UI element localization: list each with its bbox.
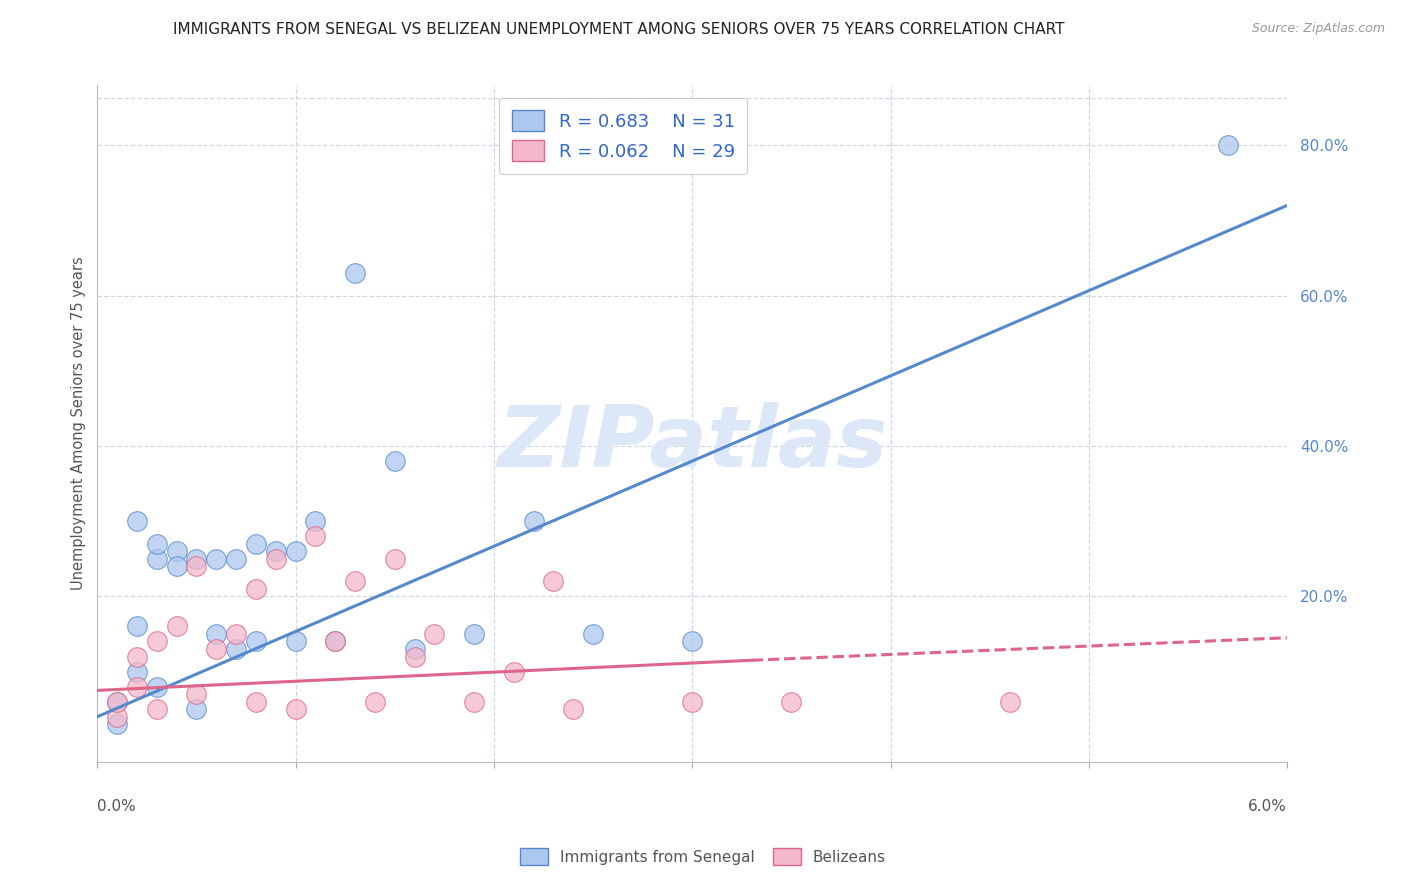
Point [125, 665, 148, 679]
Point [125, 619, 148, 633]
Point [463, 627, 485, 641]
Point [225, 551, 247, 566]
Point [146, 551, 169, 566]
Point [205, 642, 228, 657]
Point [245, 695, 267, 709]
Point [245, 582, 267, 596]
Point [186, 702, 208, 716]
Point [146, 680, 169, 694]
Point [186, 687, 208, 701]
Text: 6.0%: 6.0% [1249, 799, 1286, 814]
Point [225, 627, 247, 641]
Legend: R = 0.683    N = 31, R = 0.062    N = 29: R = 0.683 N = 31, R = 0.062 N = 29 [499, 97, 748, 174]
Point [284, 702, 307, 716]
Text: Source: ZipAtlas.com: Source: ZipAtlas.com [1251, 22, 1385, 36]
Point [146, 634, 169, 648]
Point [225, 642, 247, 657]
Point [404, 649, 426, 664]
Point [543, 574, 565, 589]
Point [146, 537, 169, 551]
Point [523, 514, 546, 528]
Point [146, 702, 169, 716]
Point [166, 544, 188, 558]
Point [105, 709, 128, 723]
Point [166, 619, 188, 633]
Point [166, 559, 188, 574]
Point [998, 695, 1021, 709]
Point [186, 551, 208, 566]
Point [323, 634, 346, 648]
Point [364, 695, 387, 709]
Point [502, 665, 524, 679]
Point [205, 551, 228, 566]
Point [284, 634, 307, 648]
Point [423, 627, 446, 641]
Point [284, 544, 307, 558]
Point [681, 634, 703, 648]
Point [304, 514, 326, 528]
Point [404, 642, 426, 657]
Point [125, 649, 148, 664]
Point [105, 695, 128, 709]
Text: ZIPatlas: ZIPatlas [498, 402, 887, 485]
Point [582, 627, 605, 641]
Text: IMMIGRANTS FROM SENEGAL VS BELIZEAN UNEMPLOYMENT AMONG SENIORS OVER 75 YEARS COR: IMMIGRANTS FROM SENEGAL VS BELIZEAN UNEM… [173, 22, 1064, 37]
Point [125, 514, 148, 528]
Point [245, 634, 267, 648]
Point [304, 529, 326, 543]
Legend: Immigrants from Senegal, Belizeans: Immigrants from Senegal, Belizeans [515, 842, 891, 871]
Point [125, 680, 148, 694]
Point [463, 695, 485, 709]
Point [245, 537, 267, 551]
Point [780, 695, 803, 709]
Point [264, 551, 287, 566]
Point [562, 702, 585, 716]
Text: 0.0%: 0.0% [97, 799, 136, 814]
Point [186, 559, 208, 574]
Point [323, 634, 346, 648]
Point [205, 627, 228, 641]
Point [264, 544, 287, 558]
Point [105, 717, 128, 731]
Point [105, 695, 128, 709]
Point [384, 551, 406, 566]
Point [384, 454, 406, 468]
Y-axis label: Unemployment Among Seniors over 75 years: Unemployment Among Seniors over 75 years [72, 257, 86, 591]
Point [344, 574, 367, 589]
Point [344, 266, 367, 280]
Point [681, 695, 703, 709]
Point [1216, 138, 1239, 153]
